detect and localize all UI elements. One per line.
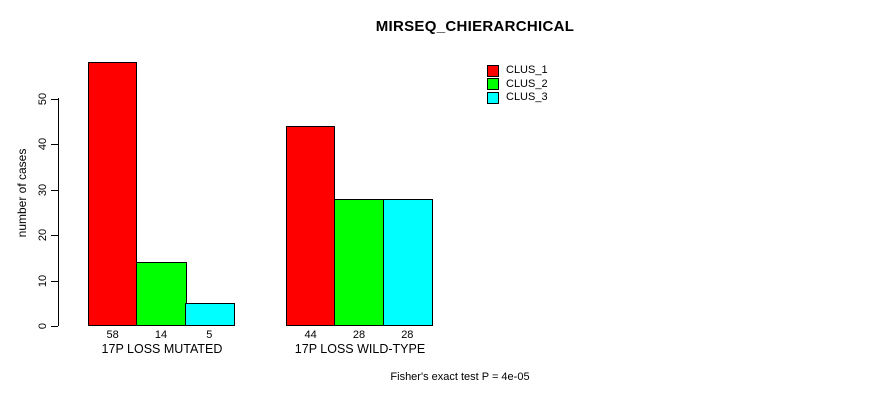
legend: CLUS_1 CLUS_2 CLUS_3	[487, 64, 548, 105]
bar-value-label: 44	[304, 329, 317, 341]
legend-item-clus_3: CLUS_3	[487, 91, 548, 105]
y-tick	[51, 235, 58, 236]
bar-value-label: 5	[206, 329, 213, 341]
y-tick-label: 50	[37, 92, 49, 105]
bar-value-label: 14	[154, 329, 168, 341]
legend-swatch-icon	[487, 64, 499, 77]
legend-label: CLUS_2	[506, 77, 548, 90]
legend-label: CLUS_3	[506, 91, 548, 104]
legend-swatch-icon	[487, 91, 499, 104]
bar-clus_3-1	[184, 303, 235, 326]
bar-clus_3-2	[382, 198, 433, 326]
annotation-text: Fisher's exact test P = 4e-05	[390, 371, 530, 383]
bar-clus_2-1	[136, 262, 187, 326]
y-tick-label: 20	[37, 228, 49, 242]
y-tick-label: 40	[37, 137, 49, 151]
y-tick-label: 0	[37, 322, 49, 330]
category-label-2: 17P LOSS WILD-TYPE	[294, 342, 426, 356]
bar-value-label: 28	[352, 329, 366, 341]
y-tick	[51, 144, 58, 145]
bar-value-label: 28	[401, 329, 414, 341]
y-tick-label: 30	[37, 183, 49, 196]
legend-item-clus_1: CLUS_1	[487, 64, 548, 78]
bar-clus_2-2	[334, 198, 385, 326]
y-tick	[51, 280, 58, 282]
legend-swatch-icon	[487, 78, 499, 91]
y-tick	[51, 189, 58, 191]
legend-item-clus_2: CLUS_2	[487, 78, 548, 92]
y-tick-label: 10	[37, 274, 49, 287]
bar-clus_1-2	[286, 125, 336, 326]
y-axis-line	[58, 98, 59, 326]
legend-label: CLUS_1	[506, 64, 548, 77]
y-axis-label: number of cases	[15, 148, 29, 238]
y-tick	[51, 98, 58, 100]
category-label-1: 17P LOSS MUTATED	[101, 342, 223, 356]
y-tick	[51, 326, 58, 327]
bar-value-label: 58	[106, 329, 119, 341]
bar-clus_1-1	[88, 62, 138, 326]
chart-title: MIRSEQ_CHIERARCHICAL	[375, 18, 575, 35]
